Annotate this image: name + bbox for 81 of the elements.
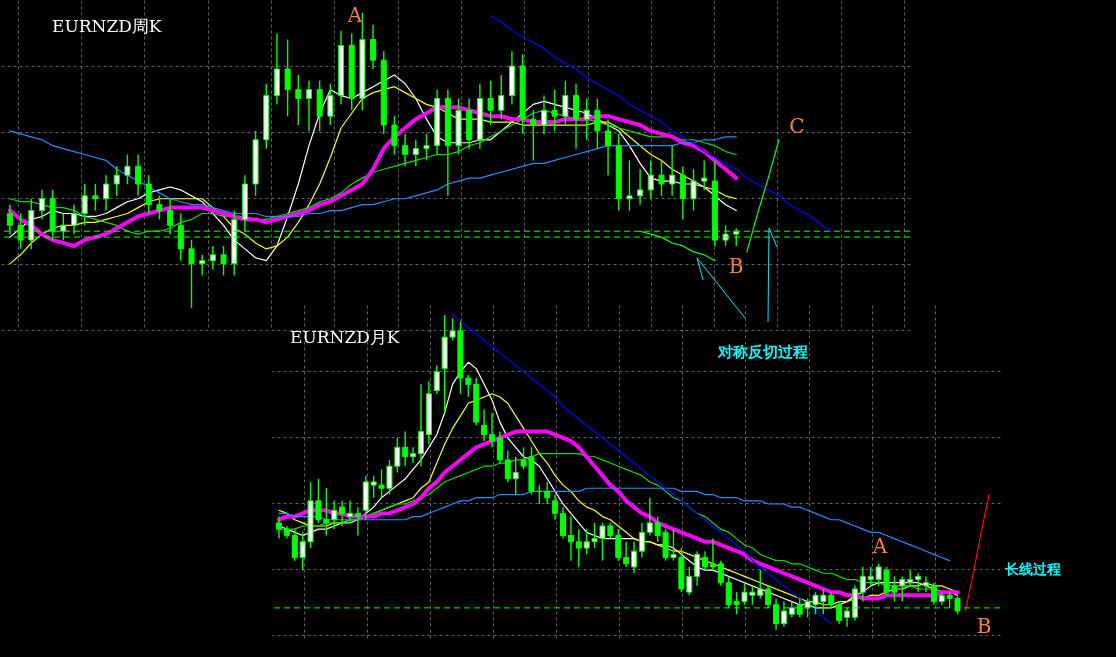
candlestick [658,159,665,197]
candlestick [647,159,654,200]
candlestick [544,481,551,505]
chart-title: EURNZD周K [52,16,162,36]
candlestick [370,24,377,70]
candlestick [669,144,676,197]
annotation: A [346,3,363,27]
candlestick [81,183,88,227]
candlestick [209,245,216,271]
candlestick [567,515,574,562]
candlestick [113,165,120,197]
candlestick [605,118,612,176]
candlestick [907,569,914,587]
candlestick [188,239,195,309]
candlestick [575,528,582,568]
candlestick [709,537,716,571]
candlestick [489,411,496,449]
candlestick [646,496,653,537]
candlestick [638,522,645,559]
candlestick [354,506,361,537]
annotation: B [728,254,744,278]
candlestick [295,74,302,126]
candlestick [694,550,701,587]
candlestick [220,245,227,277]
candlestick [859,566,866,603]
candlestick [702,550,709,571]
candlestick [551,88,558,132]
candlestick [402,430,409,467]
candlestick [481,408,488,442]
annotation: 对称反切过程 [717,343,808,361]
candlestick [156,195,163,221]
candlestick [512,456,519,496]
candlestick [637,168,644,206]
candlestick [679,165,686,221]
candlestick [331,500,338,530]
candlestick [915,572,922,593]
candlestick [103,174,110,212]
candlestick [339,500,346,527]
candlestick [701,159,708,191]
candlestick [346,500,353,524]
candlestick [496,430,503,464]
candlestick [124,153,131,185]
candlestick [540,94,547,135]
annotation: C [789,114,805,138]
candlestick [433,364,440,395]
candlestick [402,133,409,168]
candlestick [626,159,633,212]
candlestick [717,559,724,587]
candlestick [487,80,494,126]
candlestick [145,174,152,215]
candlestick [562,80,569,126]
candlestick [199,254,206,277]
candlestick [38,189,45,221]
candlestick [690,168,697,212]
candlestick [423,133,430,162]
candlestick [623,541,630,568]
candlestick [391,115,398,156]
candlestick [504,449,511,483]
annotation: B [976,614,992,638]
candlestick [573,83,580,150]
candlestick [498,74,505,120]
candlestick [922,575,929,593]
candlestick [552,493,559,521]
annotation: A [871,534,888,558]
candlestick [135,153,142,197]
candlestick [412,139,419,168]
candlestick [275,515,282,540]
candlestick [594,97,601,150]
text: 长线过程 [1004,561,1061,577]
candlestick [284,38,291,117]
candlestick [305,80,312,132]
candlestick [417,383,424,467]
candlestick [560,506,567,540]
candlestick [327,83,334,126]
candlestick [92,183,99,212]
candlestick [631,541,638,574]
candlestick [530,109,537,162]
candlestick [583,97,590,141]
text: EURNZD月K [290,327,400,347]
candlestick [410,446,417,464]
candlestick [930,582,937,606]
